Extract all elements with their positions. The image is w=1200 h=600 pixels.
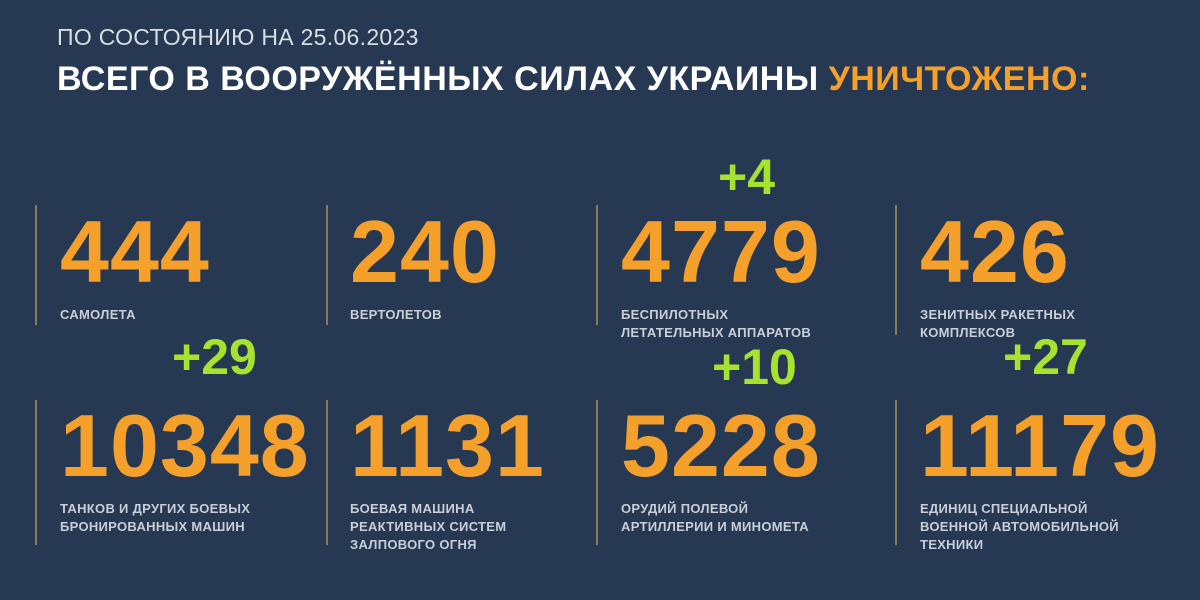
stat-label: ЛЕТАТЕЛЬНЫХ АППАРАТОВ [621, 325, 812, 340]
stat-label: ТАНКОВ И ДРУГИХ БОЕВЫХ [60, 501, 251, 516]
stat-aircraft: 444 САМОЛЕТА [60, 208, 210, 324]
stat-label: ВОЕННОЙ АВТОМОБИЛЬНОЙ [920, 519, 1119, 534]
title-main: ВСЕГО В ВООРУЖЁННЫХ СИЛАХ УКРАИНЫ [57, 60, 819, 98]
stat-label: ВЕРТОЛЕТОВ [350, 307, 442, 322]
stat-label: САМОЛЕТА [60, 307, 136, 322]
divider [596, 205, 598, 325]
stat-label: БЕСПИЛОТНЫХ [621, 307, 729, 322]
divider [895, 400, 897, 545]
stat-uav: 4779 БЕСПИЛОТНЫХ ЛЕТАТЕЛЬНЫХ АППАРАТОВ [621, 208, 821, 342]
stat-artillery: 5228 ОРУДИЙ ПОЛЕВОЙ АРТИЛЛЕРИИ И МИНОМЕТ… [621, 402, 821, 536]
stat-value: 10348 [60, 396, 310, 495]
stat-delta: +4 [718, 149, 776, 205]
stat-label: БРОНИРОВАННЫХ МАШИН [60, 519, 245, 534]
stat-value: 5228 [621, 396, 821, 495]
stat-value: 444 [60, 202, 210, 301]
stat-vehicles: 11179 ЕДИНИЦ СПЕЦИАЛЬНОЙ ВОЕННОЙ АВТОМОБ… [920, 402, 1160, 554]
stat-label: ЕДИНИЦ СПЕЦИАЛЬНОЙ [920, 501, 1088, 516]
divider [596, 400, 598, 545]
stat-delta: +10 [712, 339, 797, 395]
stat-helicopters: 240 ВЕРТОЛЕТОВ [350, 208, 500, 324]
divider [35, 205, 37, 325]
stat-value: 426 [920, 202, 1070, 301]
stat-value: 4779 [621, 202, 821, 301]
divider [326, 205, 328, 325]
page-title: ВСЕГО В ВООРУЖЁННЫХ СИЛАХ УКРАИНЫ УНИЧТО… [57, 60, 1090, 99]
stat-label: РЕАКТИВНЫХ СИСТЕМ [350, 519, 507, 534]
divider [35, 400, 37, 545]
stat-mlrs: 1131 БОЕВАЯ МАШИНА РЕАКТИВНЫХ СИСТЕМ ЗАЛ… [350, 402, 545, 554]
stat-label: ЗЕНИТНЫХ РАКЕТНЫХ [920, 307, 1076, 322]
date-subtitle: ПО СОСТОЯНИЮ НА 25.06.2023 [57, 24, 419, 50]
title-highlight: УНИЧТОЖЕНО: [828, 60, 1090, 98]
stat-value: 240 [350, 202, 500, 301]
stat-value: 11179 [920, 396, 1160, 495]
stat-label: ЗАЛПОВОГО ОГНЯ [350, 537, 477, 552]
stat-tanks: 10348 ТАНКОВ И ДРУГИХ БОЕВЫХ БРОНИРОВАНН… [60, 402, 310, 536]
stat-label: КОМПЛЕКСОВ [920, 325, 1016, 340]
stat-sam: 426 ЗЕНИТНЫХ РАКЕТНЫХ КОМПЛЕКСОВ [920, 208, 1075, 342]
divider [895, 205, 897, 335]
stat-label: ОРУДИЙ ПОЛЕВОЙ [621, 501, 749, 516]
stat-label: БОЕВАЯ МАШИНА [350, 501, 475, 516]
stat-delta: +29 [172, 329, 257, 385]
divider [326, 400, 328, 545]
stat-delta: +27 [1003, 329, 1088, 385]
stat-label: ТЕХНИКИ [920, 537, 984, 552]
stat-label: АРТИЛЛЕРИИ И МИНОМЕТА [621, 519, 809, 534]
stat-value: 1131 [350, 396, 545, 495]
